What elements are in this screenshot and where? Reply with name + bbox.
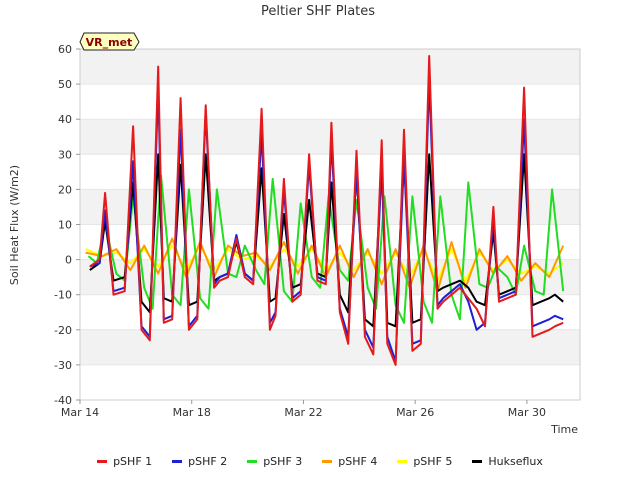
y-tick-label: 0 bbox=[65, 254, 72, 267]
series-line-pshf-1 bbox=[89, 55, 564, 366]
y-tick-label: 20 bbox=[58, 183, 72, 196]
legend-swatch bbox=[472, 459, 483, 463]
chart-title: Peltier SHF Plates bbox=[261, 4, 375, 19]
grid-band bbox=[80, 49, 580, 85]
legend-label: pSHF 2 bbox=[188, 454, 228, 468]
legend: pSHF 1 pSHF 2 pSHF 3 pSHF 4 pSHF 5 Hukseflux bbox=[0, 452, 640, 470]
y-tick-label: -20 bbox=[54, 324, 72, 337]
series-lines bbox=[85, 55, 565, 366]
legend-label: Hukseflux bbox=[488, 454, 543, 468]
legend-label: pSHF 5 bbox=[413, 454, 453, 468]
y-axis-ticks: -40 -30 -20 -10 0 10 20 30 40 50 60 bbox=[54, 43, 80, 407]
y-tick-label: -10 bbox=[54, 289, 72, 302]
annotation-background bbox=[79, 32, 140, 51]
legend-label: pSHF 4 bbox=[338, 454, 378, 468]
legend-swatch bbox=[397, 459, 408, 463]
legend-item: pSHF 1 bbox=[97, 452, 152, 470]
legend-label: pSHF 1 bbox=[113, 454, 153, 468]
x-tick-label: Mar 14 bbox=[61, 406, 99, 419]
legend-item: pSHF 5 bbox=[397, 452, 452, 470]
legend-item: pSHF 4 bbox=[322, 452, 377, 470]
y-tick-label: 30 bbox=[58, 148, 72, 161]
x-tick-label: Mar 22 bbox=[284, 406, 322, 419]
y-tick-label: -40 bbox=[54, 394, 72, 407]
annotation-label: VR_met bbox=[86, 36, 133, 49]
legend-label: pSHF 3 bbox=[263, 454, 303, 468]
legend-item: pSHF 2 bbox=[172, 452, 227, 470]
y-tick-label: 50 bbox=[58, 78, 72, 91]
y-tick-label: 40 bbox=[58, 113, 72, 126]
legend-item: pSHF 3 bbox=[247, 452, 302, 470]
legend-item: Hukseflux bbox=[472, 452, 543, 470]
annotation-box: VR_met bbox=[79, 32, 140, 51]
x-tick-label: Mar 26 bbox=[396, 406, 434, 419]
x-axis-ticks: Mar 14 Mar 18 Mar 22 Mar 26 Mar 30 bbox=[61, 400, 546, 419]
legend-swatch bbox=[322, 459, 333, 463]
legend-swatch bbox=[247, 459, 258, 463]
legend-swatch bbox=[97, 459, 108, 463]
y-tick-label: -30 bbox=[54, 359, 72, 372]
series-line-pshf-3 bbox=[87, 174, 565, 324]
grid-band bbox=[80, 329, 580, 365]
y-axis-label: Soil Heat Flux (W/m2) bbox=[8, 165, 21, 285]
y-tick-label: 10 bbox=[58, 219, 72, 232]
x-tick-label: Mar 18 bbox=[173, 406, 211, 419]
y-tick-label: 60 bbox=[58, 43, 72, 56]
legend-swatch bbox=[172, 459, 183, 463]
x-axis-label: Time bbox=[550, 423, 578, 436]
x-tick-label: Mar 30 bbox=[508, 406, 546, 419]
